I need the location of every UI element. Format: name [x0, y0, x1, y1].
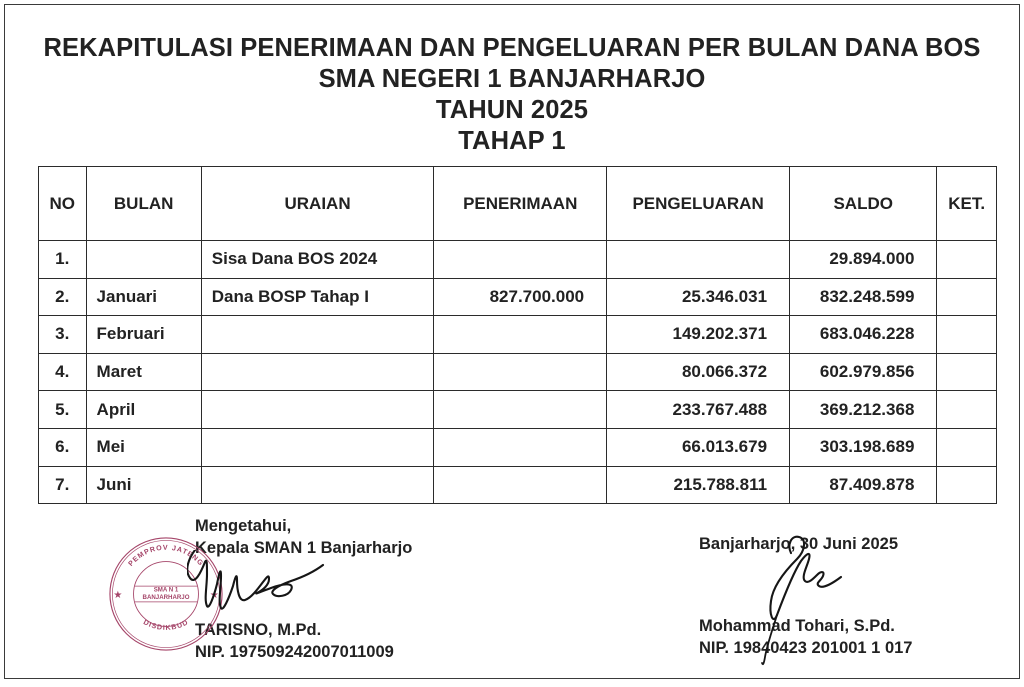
svg-text:★: ★ [113, 590, 122, 601]
svg-text:DISDIKBUD: DISDIKBUD [142, 618, 190, 632]
svg-text:SMA N 1: SMA N 1 [154, 587, 179, 594]
svg-text:BANJARHARJO: BANJARHARJO [143, 594, 190, 601]
